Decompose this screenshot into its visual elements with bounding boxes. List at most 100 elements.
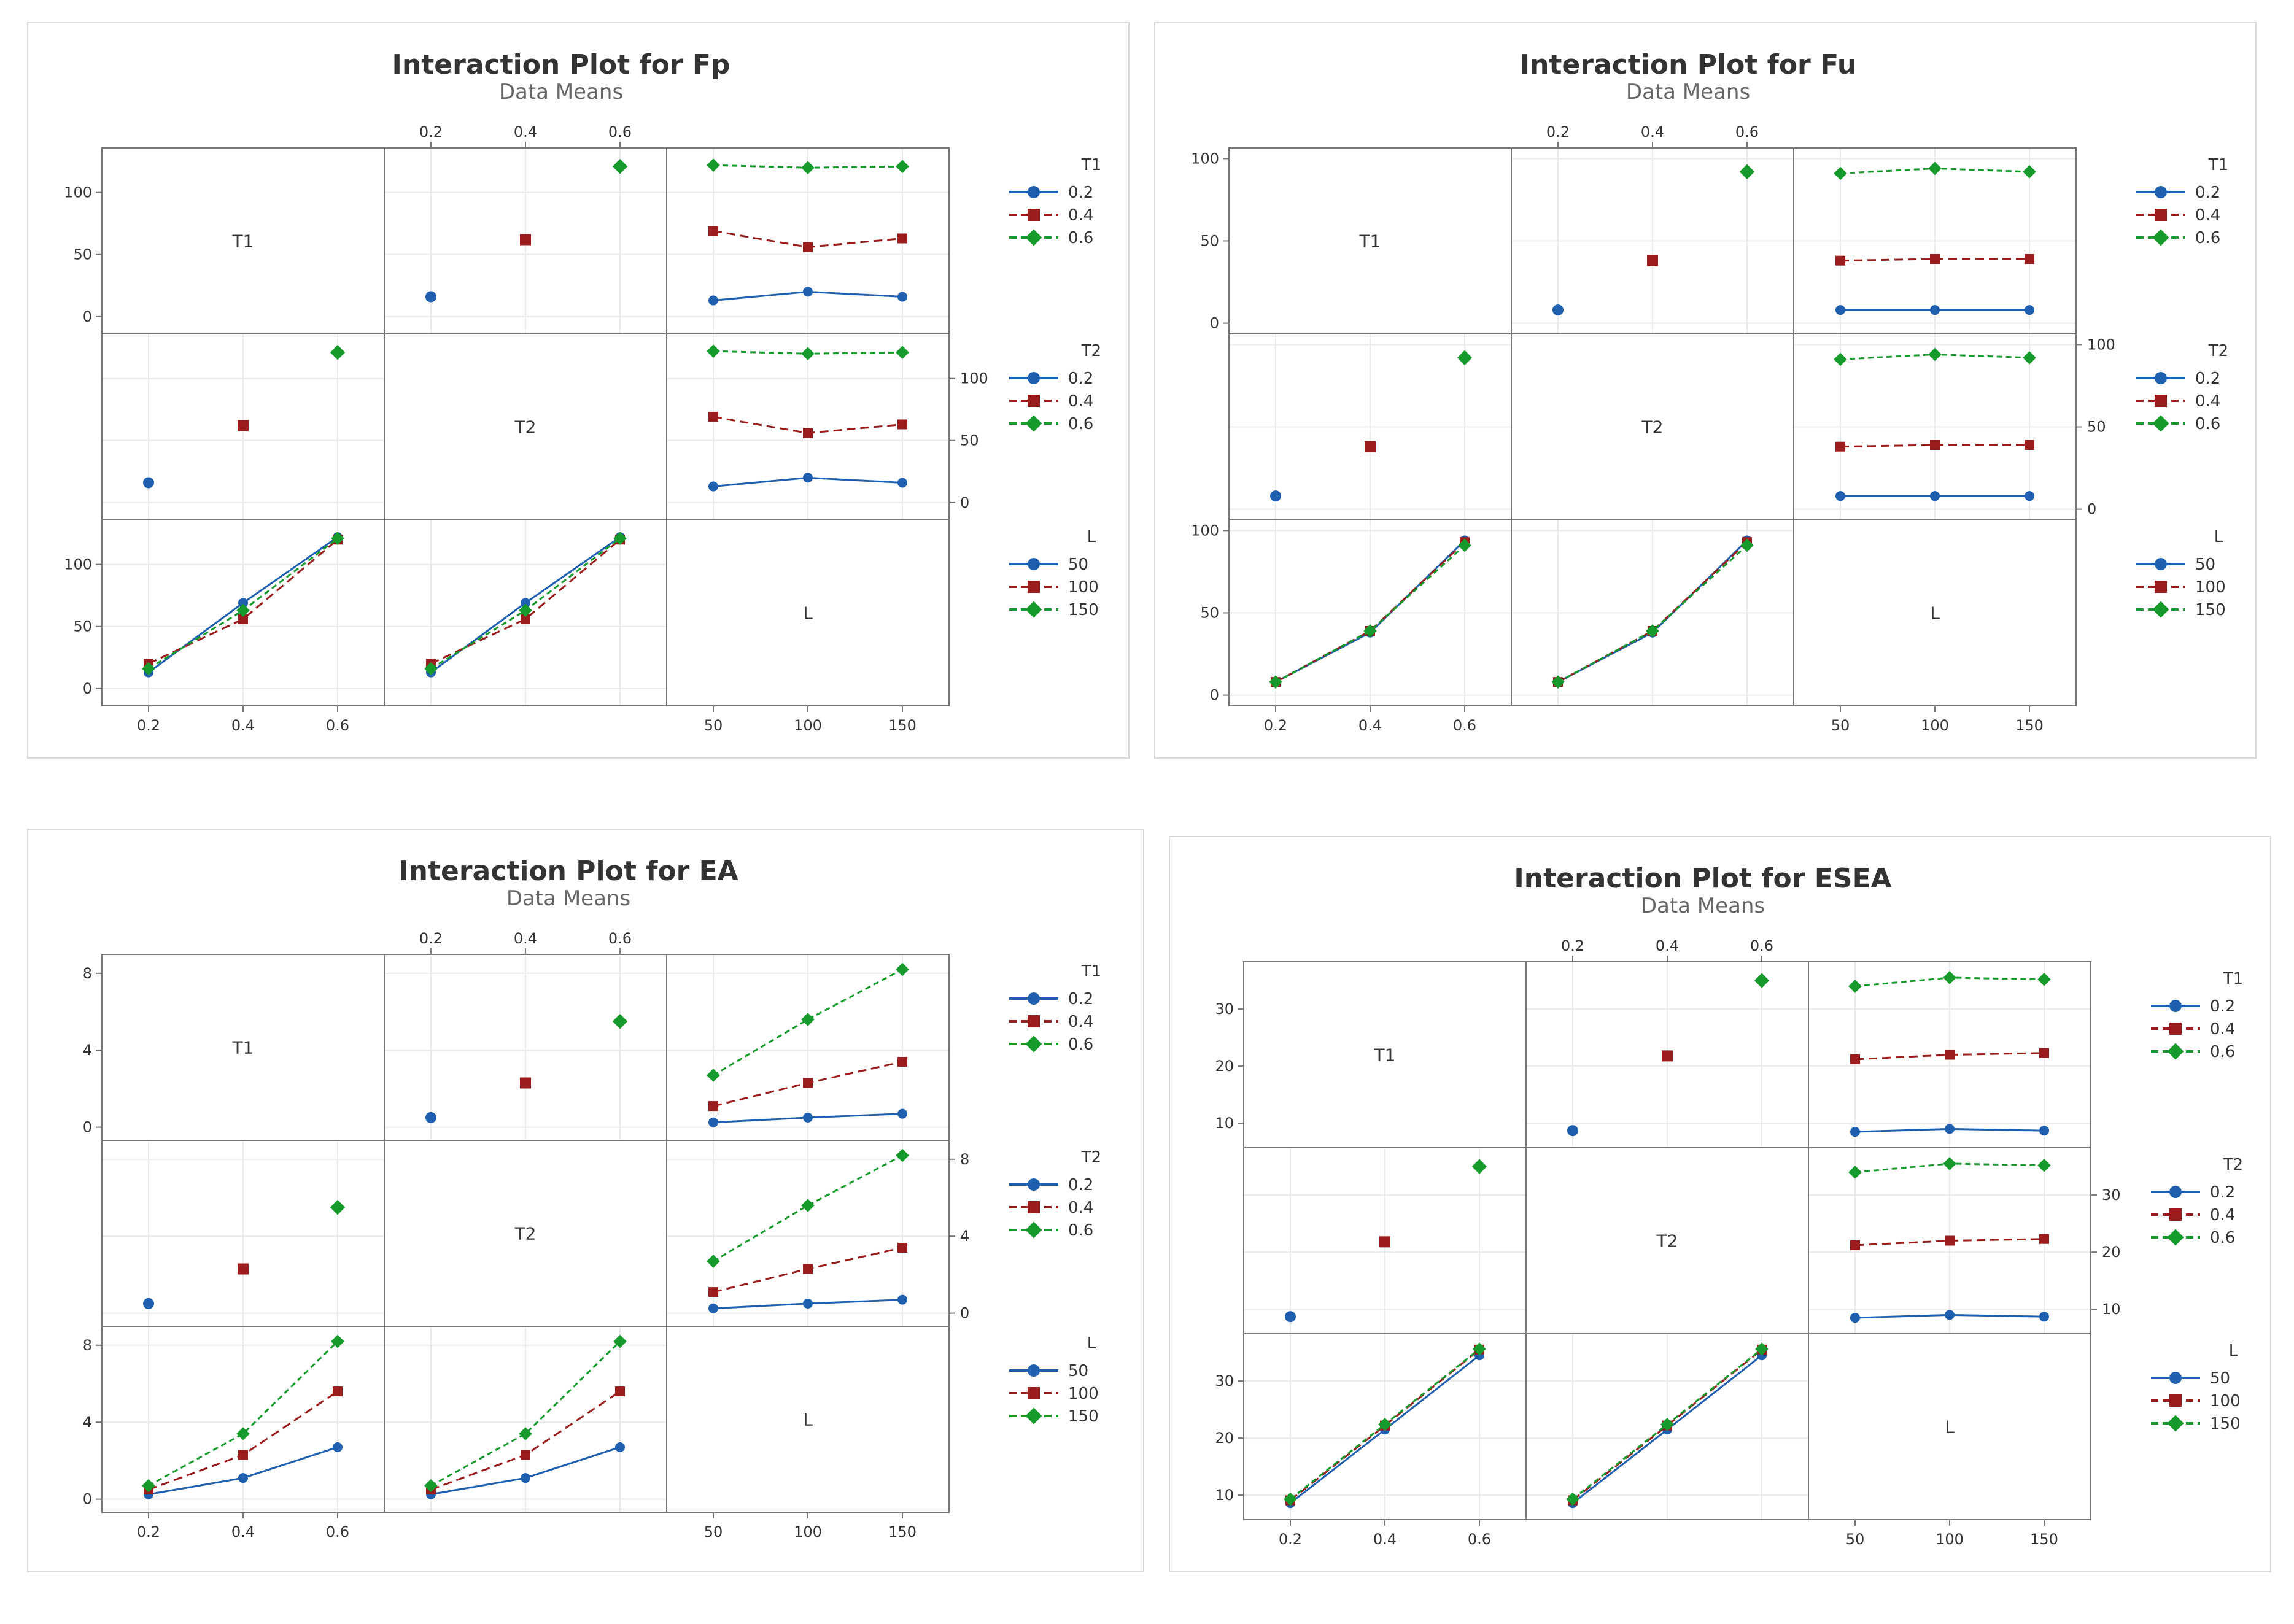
legend-label: 50 (1068, 1362, 1088, 1380)
legend-label: 100 (2210, 1392, 2241, 1410)
legend-label: 0.2 (1068, 369, 1093, 388)
x-tick-label: 0.6 (608, 930, 632, 947)
x-tick-label: 100 (794, 1523, 822, 1541)
data-point (1835, 255, 1845, 266)
legend-marker (1028, 1178, 1040, 1191)
data-point (1270, 490, 1281, 502)
data-point (238, 1450, 248, 1460)
legend-marker (1025, 415, 1042, 432)
y-tick-label: 0 (960, 1305, 969, 1322)
y-tick-label: 30 (2102, 1186, 2121, 1204)
legend-label: 0.4 (2210, 1206, 2235, 1224)
data-point (1363, 624, 1377, 638)
y-tick-label: 100 (1191, 522, 1219, 539)
variable-label: T2 (1656, 1231, 1678, 1251)
data-point (1835, 305, 1845, 315)
y-tick-label: 100 (1191, 150, 1219, 167)
y-tick-label: 0 (83, 1491, 92, 1508)
chart-title: Interaction Plot for EA (398, 856, 738, 887)
data-point (896, 962, 909, 976)
y-tick-label: 0 (1210, 687, 1219, 704)
x-tick-label: 50 (704, 717, 723, 734)
data-point (1850, 1240, 1860, 1250)
data-point (708, 1303, 718, 1313)
y-tick-label: 0 (1210, 315, 1219, 332)
series-line (148, 1340, 339, 1487)
legend-title: T1 (1081, 962, 1101, 981)
chart-title: Interaction Plot for Fu (1520, 49, 1857, 80)
legend-marker (1025, 1407, 1042, 1425)
x-tick-label: 0.6 (1468, 1531, 1491, 1548)
legend-title: T1 (1081, 156, 1101, 174)
legend-label: 100 (1068, 578, 1099, 597)
legend-marker (1028, 992, 1040, 1005)
legend-title: T2 (2208, 342, 2228, 360)
legend-marker (2155, 186, 2167, 198)
legend-marker (1025, 1035, 1042, 1053)
data-point (1284, 1492, 1297, 1506)
data-point (1930, 254, 1940, 265)
y-tick-label: 4 (83, 1413, 92, 1431)
legend-label: 150 (2195, 601, 2226, 619)
x-tick-label: 50 (704, 1523, 723, 1541)
data-point (333, 1386, 343, 1397)
x-tick-label: 0.4 (231, 1523, 255, 1541)
data-point (424, 662, 438, 676)
data-point (1930, 491, 1940, 501)
legend-marker (2167, 1415, 2184, 1432)
data-point (1473, 1342, 1486, 1356)
legend-label: 0.6 (1068, 1221, 1093, 1240)
legend-marker (1025, 229, 1042, 246)
x-tick-label: 0.6 (608, 123, 632, 141)
data-point (238, 598, 248, 608)
legend-marker (2169, 1208, 2182, 1221)
data-point (615, 1442, 625, 1452)
variable-label: L (1945, 1417, 1955, 1437)
chart-panel-esea: Interaction Plot for ESEA Data Means T1 T2 L… (1169, 836, 2271, 1572)
data-point (143, 477, 154, 489)
y-tick-label: 0 (960, 494, 969, 511)
legend-label: 0.4 (2195, 392, 2220, 411)
data-point (1943, 971, 1956, 984)
legend-title: L (2214, 528, 2223, 546)
legend-label: 0.2 (2210, 1183, 2235, 1202)
x-tick-label: 0.6 (1735, 123, 1759, 141)
legend-marker (2155, 209, 2167, 221)
variable-label: T1 (1359, 231, 1381, 252)
y-tick-label: 8 (83, 1337, 92, 1354)
data-point (1471, 1159, 1487, 1174)
data-point (803, 1264, 813, 1274)
data-point (1551, 675, 1565, 689)
data-point (1848, 980, 1862, 993)
legend-label: 0.2 (1068, 184, 1093, 202)
legend-title: T2 (1081, 342, 1101, 360)
chart-title: Interaction Plot for ESEA (1514, 863, 1891, 894)
y-tick-label: 20 (1215, 1058, 1234, 1075)
data-point (1945, 1310, 1955, 1320)
x-tick-label: 0.6 (1750, 937, 1773, 954)
data-point (1754, 973, 1770, 988)
y-tick-label: 100 (2087, 336, 2115, 353)
y-tick-label: 10 (2102, 1301, 2121, 1318)
legend-marker (2155, 558, 2167, 570)
data-point (1834, 352, 1847, 366)
legend-label: 0.6 (1068, 1035, 1093, 1054)
legend-marker (2169, 1023, 2182, 1035)
y-tick-label: 8 (83, 965, 92, 982)
x-tick-label: 0.4 (514, 123, 537, 141)
legend-marker (2169, 1000, 2182, 1012)
data-point (708, 1117, 718, 1127)
data-point (1928, 347, 1942, 362)
y-tick-label: 50 (1200, 233, 1219, 250)
y-tick-label: 0 (83, 680, 92, 697)
legend-label: 0.6 (2195, 415, 2220, 433)
data-point (708, 226, 718, 236)
data-point (330, 1200, 346, 1215)
data-point (897, 419, 907, 430)
legend-label: 0.4 (1068, 392, 1093, 411)
data-point (2037, 972, 2051, 986)
x-tick-label: 0.2 (1279, 1531, 1302, 1548)
y-tick-label: 50 (960, 432, 979, 449)
